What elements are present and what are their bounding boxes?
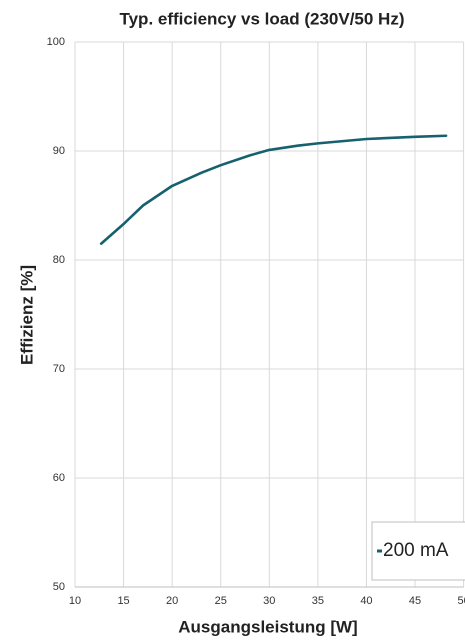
x-tick-label: 35 [312,595,324,607]
y-tick-label: 70 [53,363,65,375]
data-line [99,134,448,245]
y-tick-label: 80 [53,254,65,266]
x-axis-label: Ausgangsleistung [W] [178,617,357,636]
y-tick-label: 100 [47,36,65,48]
y-axis-label: Effizienz [%] [17,265,36,365]
x-tick-label: 50 [457,595,465,607]
x-tick-label: 45 [409,595,421,607]
legend-label: 200 mA [383,540,449,561]
x-tick-label: 10 [69,595,81,607]
x-tick-label: 15 [117,595,129,607]
x-tick-label: 40 [360,595,372,607]
legend-box [371,521,465,581]
x-tick-label: 20 [166,595,178,607]
y-tick-label: 60 [53,472,65,484]
y-tick-label: 90 [53,145,65,157]
x-tick-label: 30 [263,595,275,607]
x-tick-label: 25 [215,595,227,607]
chart-title: Typ. efficiency vs load (230V/50 Hz) [119,9,404,28]
y-tick-label: 50 [53,581,65,593]
